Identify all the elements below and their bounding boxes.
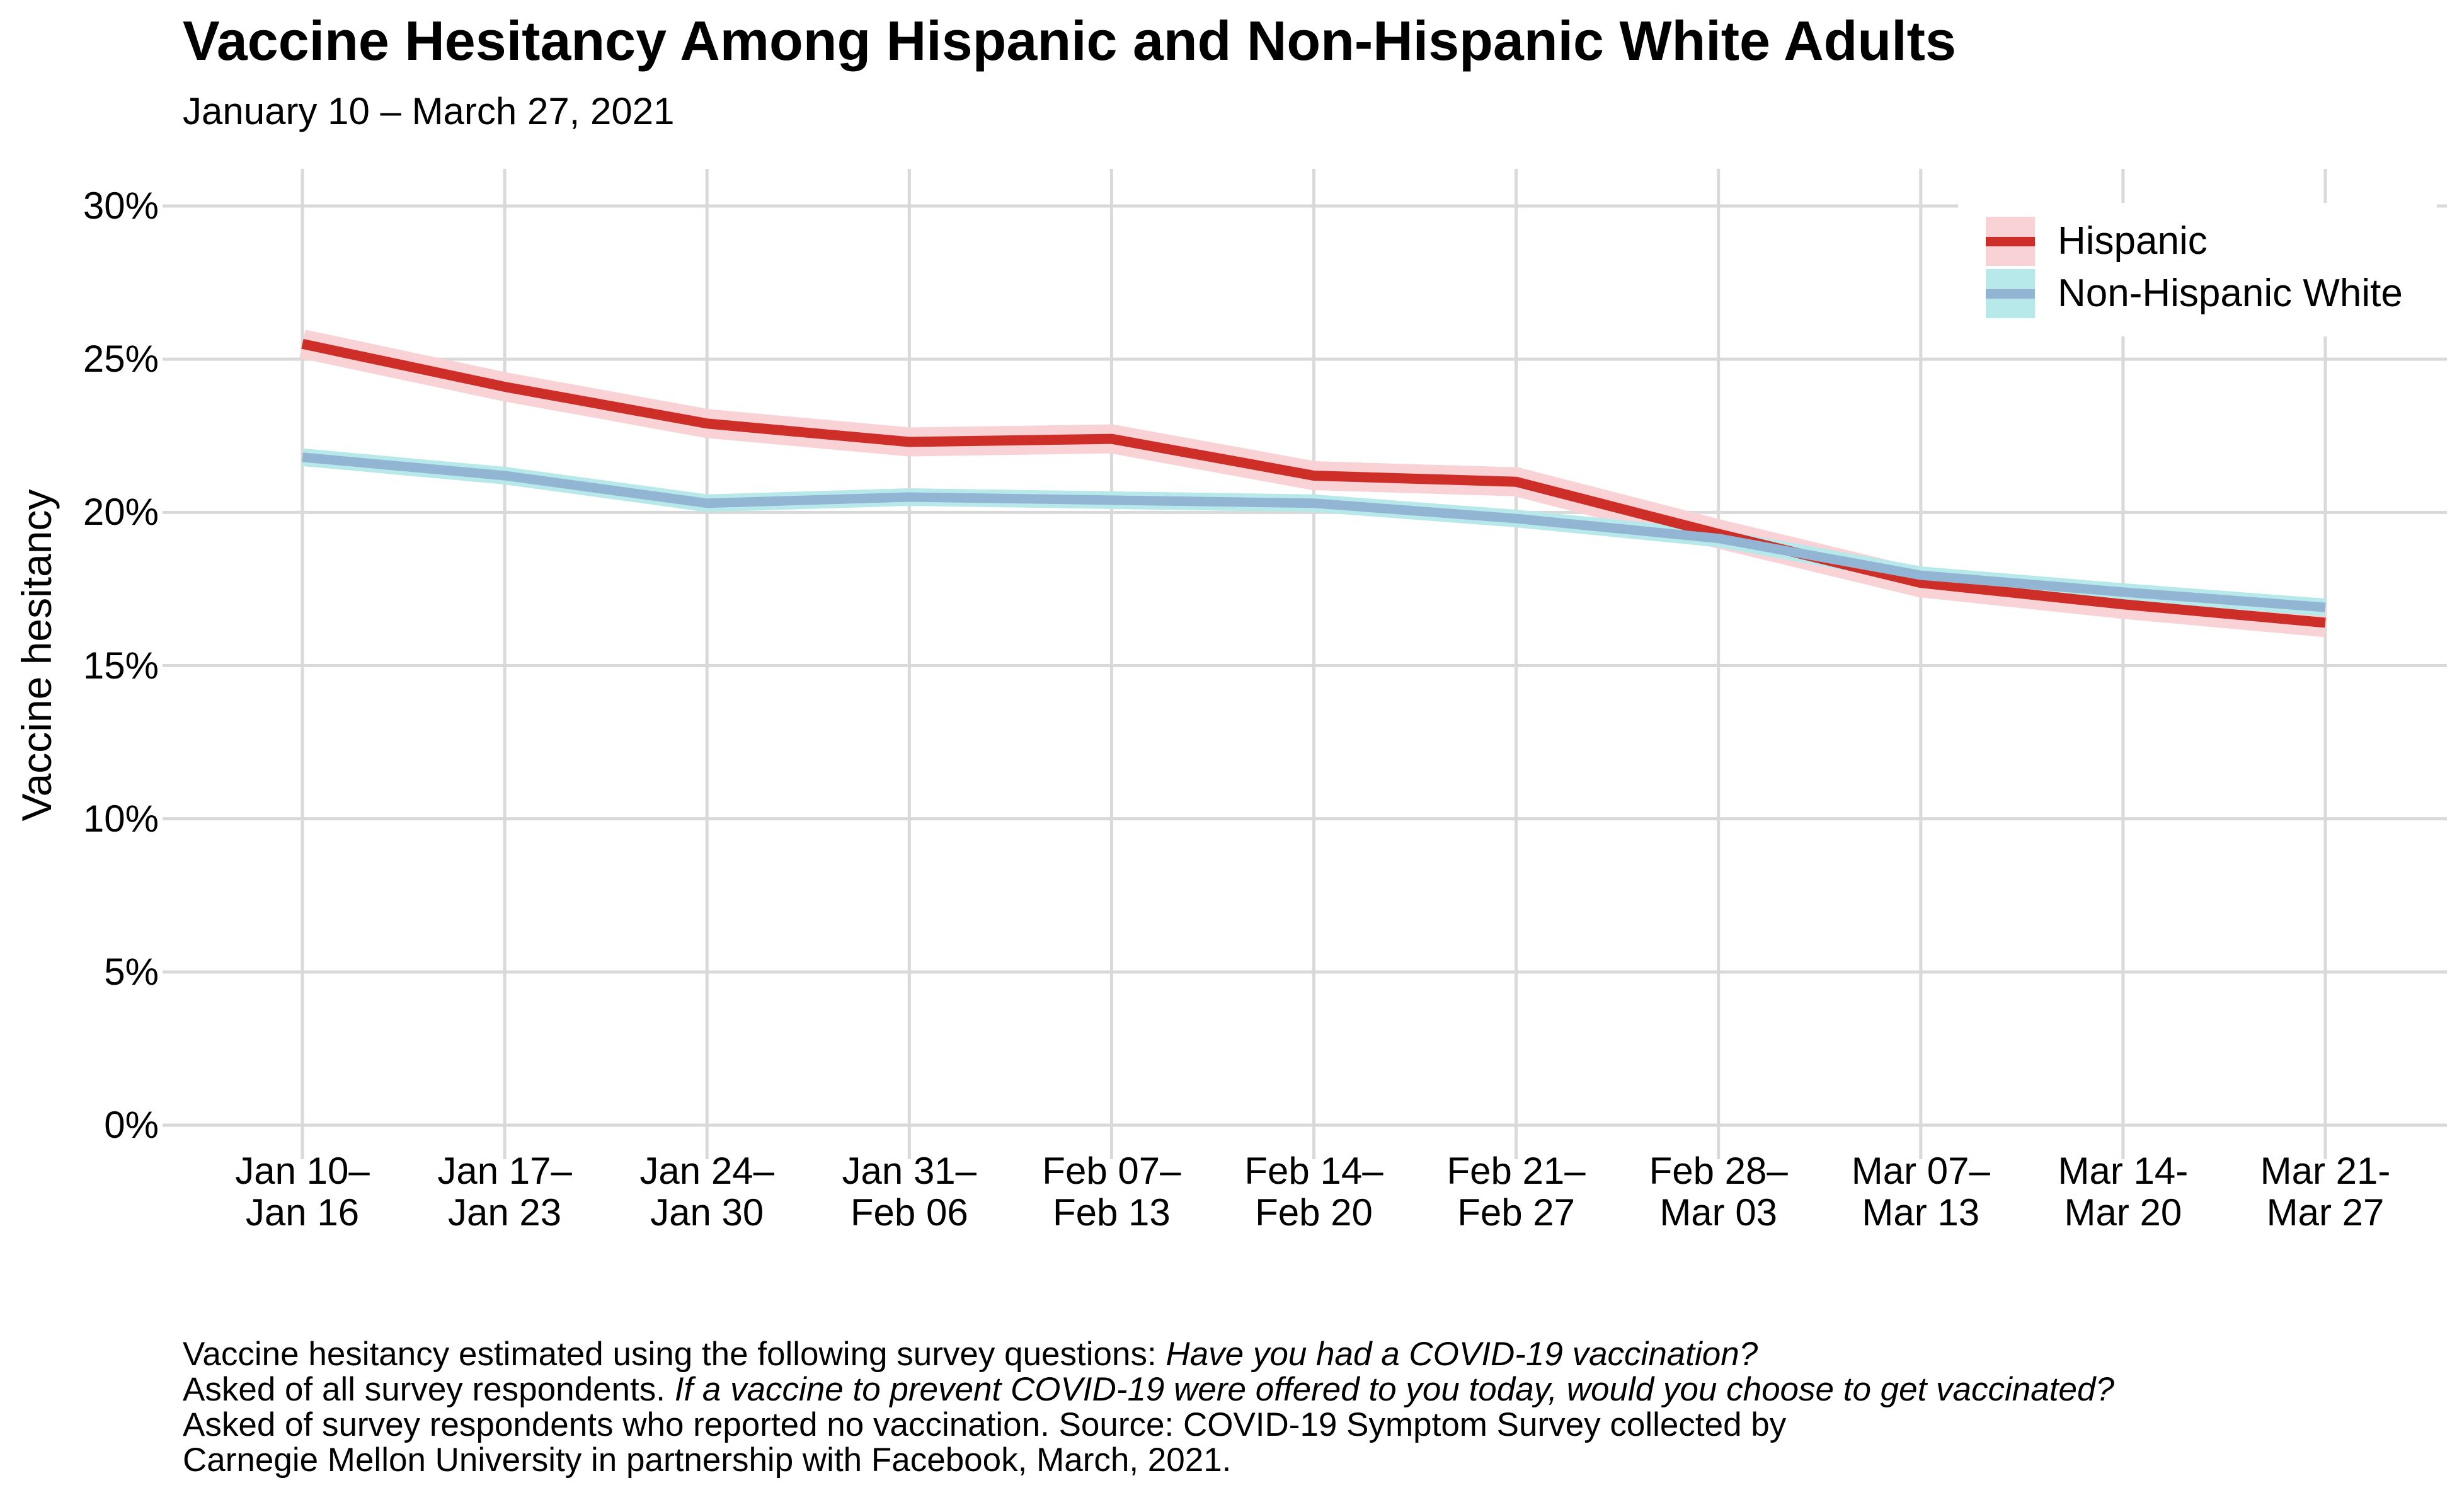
data-line-hispanic [301, 339, 2326, 628]
legend-key-non-hispanic-white [1986, 269, 2035, 318]
legend: Hispanic Non-Hispanic White [1958, 203, 2437, 336]
page-title: Vaccine Hesitancy Among Hispanic and Non… [183, 9, 1956, 72]
legend-label-non-hispanic-white: Non-Hispanic White [2058, 272, 2403, 315]
footnote-line-2: Asked of all survey respondents. If a va… [183, 1371, 2114, 1408]
chart-subtitle: January 10 – March 27, 2021 [183, 90, 675, 132]
data-line-non-hispanic-white [302, 452, 2326, 612]
legend-row-non-hispanic-white: Non-Hispanic White [1958, 269, 2437, 318]
footnote-line-3: Asked of survey respondents who reported… [183, 1406, 1787, 1443]
legend-line-swatch-non-hispanic-white [1986, 289, 2035, 299]
footnote: Vaccine hesitancy estimated using the fo… [183, 1337, 2114, 1478]
legend-label-hispanic: Hispanic [2058, 219, 2208, 263]
legend-line-swatch-hispanic [1986, 237, 2035, 246]
footnote-line-1: Vaccine hesitancy estimated using the fo… [183, 1336, 1758, 1373]
legend-key-hispanic [1986, 217, 2035, 266]
footnote-line-4: Carnegie Mellon University in partnershi… [183, 1441, 1232, 1479]
legend-row-hispanic: Hispanic [1958, 217, 2437, 266]
y-axis-title: Vaccine hesitancy [13, 489, 60, 822]
